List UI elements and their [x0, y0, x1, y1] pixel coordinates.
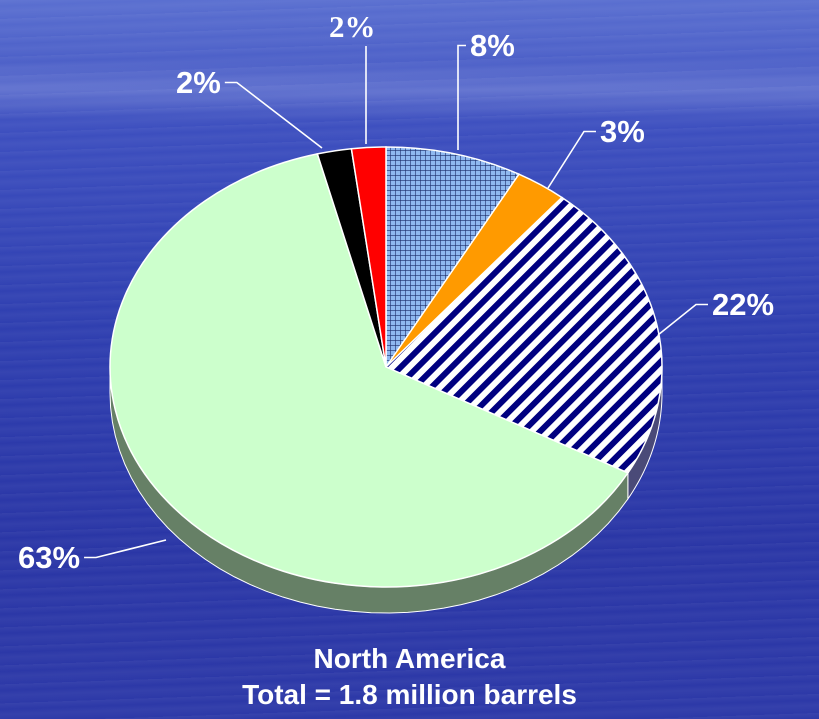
pie-slices	[109, 146, 663, 588]
label-leaders	[84, 44, 708, 559]
pie-slice-6	[350, 146, 387, 368]
chart-subtitle: North America	[313, 643, 506, 674]
leader-line-2	[547, 130, 596, 189]
slice-label-5: 2%	[176, 65, 221, 100]
slice-label-2: 3%	[600, 114, 645, 149]
chart-total: Total = 1.8 million barrels	[242, 679, 577, 710]
leader-line-3	[657, 303, 708, 336]
pie-slice-1	[385, 146, 521, 370]
leader-line-4	[84, 539, 167, 559]
leader-line-5	[224, 81, 323, 149]
slice-labels: 8% 3% 22% 63% 2% 2%	[18, 9, 774, 575]
slice-label-4: 63%	[18, 540, 80, 575]
pie-slice-3	[384, 196, 663, 474]
slice-label-3: 22%	[712, 287, 774, 322]
slice-label-6: 2%	[329, 9, 376, 44]
slice-label-1: 8%	[470, 28, 515, 63]
pie-slice-4	[109, 153, 629, 588]
leader-line-1	[457, 44, 466, 150]
